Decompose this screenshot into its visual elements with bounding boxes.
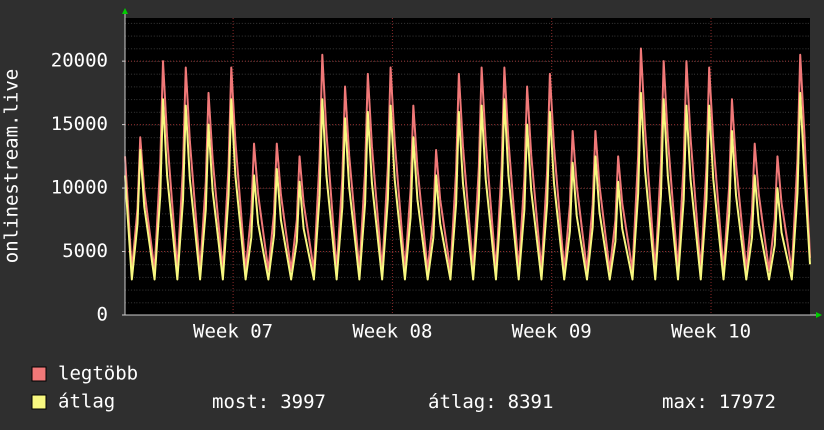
x-tick-label: Week 07 <box>193 321 273 343</box>
y-tick-label: 15000 <box>51 113 108 135</box>
x-arrow <box>816 312 822 318</box>
legend-label: legtöbb <box>58 363 138 385</box>
series-line <box>124 91 811 281</box>
stat-value: 8391 <box>508 391 554 413</box>
x-tick-label: Week 08 <box>352 321 432 343</box>
stat-label: most: <box>212 391 269 413</box>
lines <box>124 47 811 281</box>
legend-stat: átlag: 8391 <box>428 391 553 413</box>
y-axis-label: onlinestream.live <box>1 69 23 263</box>
series-line <box>124 47 811 272</box>
tick-labels: 0 5000 10000 15000 20000 Week 07 Week 08 Week 0… <box>51 50 751 343</box>
legend-stat: most: 3997 <box>212 391 326 413</box>
y-arrow <box>122 8 128 14</box>
legend-swatch <box>31 394 47 410</box>
legend: legtöbb átlag most: 3997 átlag: 8391 max: 17972 <box>31 363 776 413</box>
legend-label: átlag <box>58 391 115 413</box>
stat-label: max: <box>662 391 708 413</box>
stat-label: átlag: <box>428 391 497 413</box>
y-tick-label: 20000 <box>51 50 108 72</box>
stat-value: 17972 <box>719 391 776 413</box>
minor-grid <box>125 18 810 315</box>
legend-stat: max: 17972 <box>662 391 776 413</box>
stat-value: 3997 <box>280 391 326 413</box>
y-tick-label: 5000 <box>62 240 108 262</box>
x-tick-label: Week 09 <box>512 321 592 343</box>
y-tick-label: 10000 <box>51 177 108 199</box>
x-tick-label: Week 10 <box>671 321 751 343</box>
legend-swatch <box>31 366 47 382</box>
y-tick-label: 0 <box>97 304 108 326</box>
